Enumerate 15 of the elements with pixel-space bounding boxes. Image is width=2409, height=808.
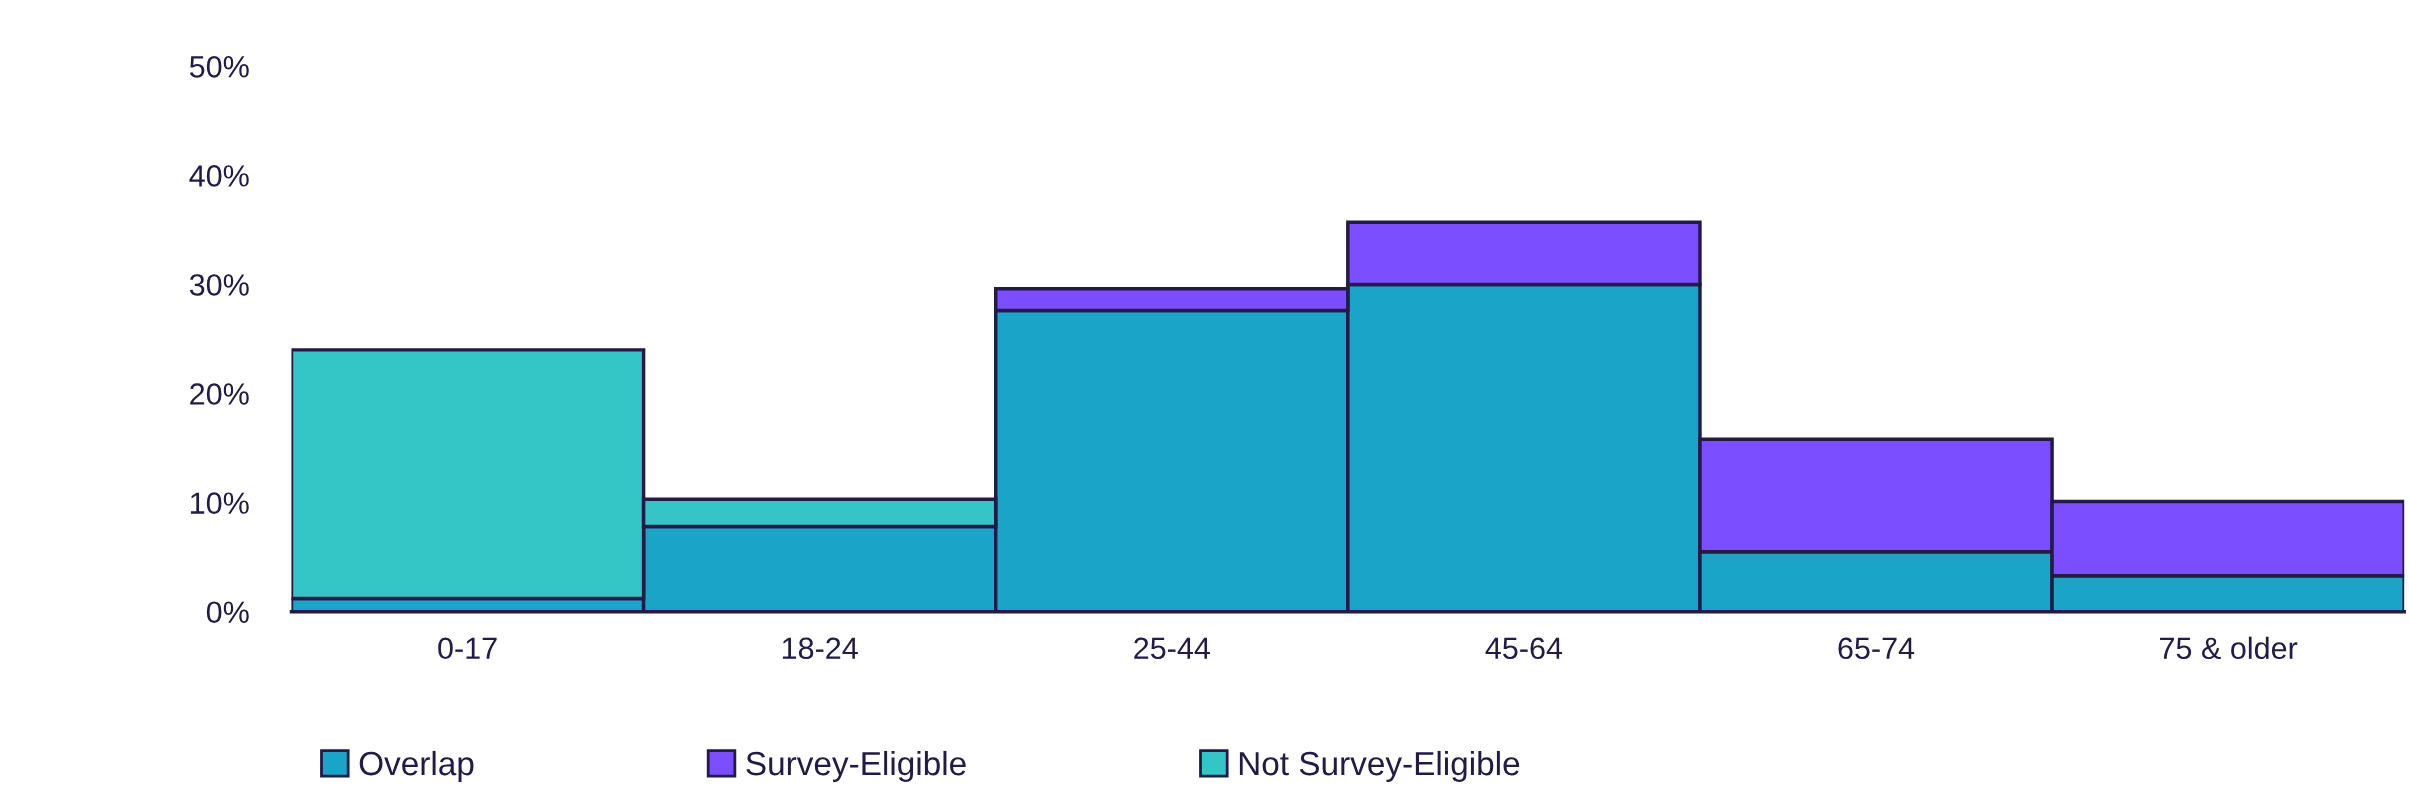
legend-label: Overlap <box>359 750 474 782</box>
x-tick-label: 65-74 <box>1838 637 1915 660</box>
x-tick-label: 0-17 <box>438 637 497 660</box>
y-tick-label: 30% <box>189 274 249 296</box>
x-tick-label: 75 & older <box>2160 636 2298 660</box>
legend-label: Not Survey-Eligible <box>1239 750 1520 782</box>
y-tick-label: 0% <box>206 601 249 624</box>
x-tick-label: 18-24 <box>782 637 858 660</box>
y-tick-label: 50% <box>189 55 249 78</box>
y-tick-label: 40% <box>189 165 249 187</box>
y-tick-label: 20% <box>190 383 249 405</box>
x-tick-label: 45-64 <box>1485 637 1563 660</box>
x-tick-label: 25-44 <box>1134 637 1210 660</box>
y-tick-label: 10% <box>191 492 249 514</box>
legend-label: Survey-Eligible <box>746 750 966 782</box>
